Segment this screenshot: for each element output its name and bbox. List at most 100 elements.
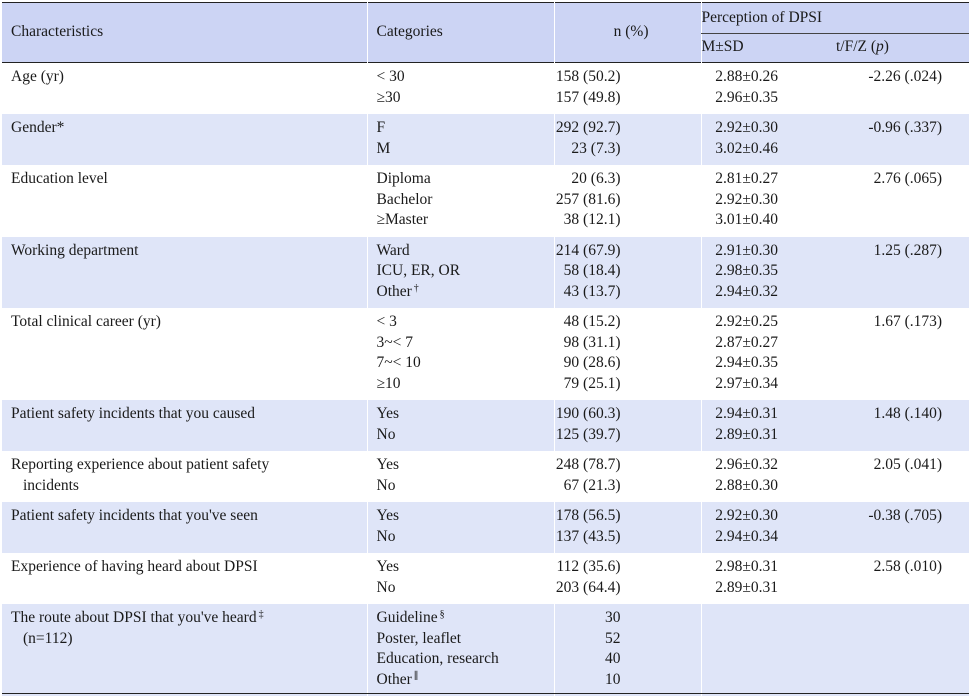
char-label: Age (yr) [11, 68, 64, 85]
n-value: 58 (18.4) [563, 262, 621, 279]
n-value: 98 (31.1) [563, 333, 621, 351]
n-value: 157 (49.8) [555, 88, 621, 106]
category: Bachelor [376, 190, 433, 208]
n-value: 48 (15.2) [563, 313, 621, 330]
msd-value: 2.89±0.31 [715, 425, 778, 443]
n-value: 137 (43.5) [555, 527, 621, 545]
col-header-characteristics: Characteristics [11, 23, 104, 41]
category: No [376, 578, 396, 596]
category: No [376, 425, 396, 443]
stat-value: 1.48 (.140) [873, 405, 943, 422]
msd-value: 2.88±0.30 [715, 476, 778, 494]
footnote-mark: ∥ [413, 670, 419, 682]
category: ICU, ER, OR [376, 262, 461, 279]
n-value: 40 [605, 650, 621, 667]
category: No [376, 527, 396, 545]
char-label-cont: (n=112) [23, 629, 73, 647]
msd-value: 2.94±0.35 [715, 354, 778, 371]
n-value: 67 (21.3) [563, 476, 621, 494]
msd-value: 2.94±0.31 [715, 405, 778, 422]
row-age: Age (yr) < 30 ≥30 158 (50.2) 157 (49.8) 2.… [2, 62, 969, 114]
footnote-mark: § [439, 609, 445, 620]
n-value: 79 (25.1) [563, 374, 621, 392]
msd-value: 2.92±0.30 [715, 190, 778, 208]
row-career: Total clinical career (yr) < 3 3~< 7 7~< 1… [2, 308, 969, 400]
category: < 30 [376, 68, 405, 85]
n-value: 248 (78.7) [555, 456, 621, 473]
msd-value: 2.88±0.26 [715, 68, 778, 85]
n-value: 43 (13.7) [563, 282, 621, 300]
msd-value: 2.98±0.31 [715, 558, 778, 575]
category: No [376, 476, 396, 494]
n-value: 52 [605, 629, 621, 647]
table-bottom-rule [2, 693, 969, 694]
footnote-mark: † [413, 282, 419, 294]
msd-value: 2.96±0.32 [715, 456, 778, 473]
col-header-perception: Perception of DPSI [700, 2, 970, 34]
char-label: Patient safety incidents that you caused [11, 405, 256, 422]
n-value: 203 (64.4) [555, 578, 621, 596]
row-route: The route about DPSI that you've heard ‡ (… [2, 604, 970, 696]
n-value: 178 (56.5) [555, 507, 621, 524]
char-label: Education level [11, 170, 108, 187]
msd-value: 2.97±0.34 [715, 374, 778, 392]
char-label: Patient safety incidents that you've see… [11, 507, 258, 524]
stat-value: -0.38 (.705) [868, 507, 943, 524]
stat-value: 2.05 (.041) [873, 456, 943, 473]
category: Diploma [376, 170, 431, 187]
category: Yes [376, 405, 400, 422]
category: ≥30 [376, 88, 401, 106]
category: Other † [376, 282, 419, 300]
msd-value: 2.94±0.34 [715, 527, 778, 545]
char-label: The route about DPSI that you've heard ‡ [11, 609, 264, 626]
stat-value: 2.58 (.010) [873, 558, 943, 575]
col-header-n: n (%) [553, 2, 701, 63]
category: ≥10 [376, 374, 401, 392]
n-value: 90 (28.6) [563, 354, 621, 371]
msd-value: 2.94±0.32 [715, 282, 778, 300]
footnote-mark: ‡ [258, 609, 264, 620]
col-header-stat: t/F/Z (p) [836, 37, 889, 55]
char-label: Working department [11, 241, 139, 259]
row-caused: Patient safety incidents that you caused… [2, 400, 970, 451]
col-header-categories: Categories [366, 2, 554, 63]
n-value: 112 (35.6) [556, 558, 621, 575]
char-label: Gender* [11, 119, 65, 136]
char-label-cont: incidents [23, 476, 79, 494]
msd-value: 2.98±0.35 [715, 262, 778, 279]
msd-value: 2.89±0.31 [715, 578, 778, 596]
char-label: Reporting experience about patient safet… [11, 456, 270, 473]
category: Yes [376, 456, 400, 473]
n-value: 257 (81.6) [555, 190, 621, 208]
stat-value: 1.67 (.173) [873, 313, 943, 330]
char-label: Experience of having heard about DPSI [11, 558, 258, 575]
row-education: Education level Diploma Bachelor ≥Master 2… [2, 165, 969, 237]
stat-value: -2.26 (.024) [868, 68, 943, 85]
category: Ward [376, 241, 410, 259]
msd-value: 2.92±0.30 [715, 507, 778, 524]
msd-value: 2.92±0.25 [715, 313, 778, 330]
category: ≥Master [376, 211, 429, 228]
n-value: 38 (12.1) [563, 211, 621, 228]
msd-value: 2.81±0.27 [715, 170, 778, 187]
row-reporting: Reporting experience about patient safet… [2, 451, 969, 502]
col-header-msd: M±SD [700, 33, 836, 63]
stat-value: 1.25 (.287) [873, 241, 943, 259]
msd-value: 2.96±0.35 [715, 88, 778, 106]
header-row-1: Characteristics Categories n (%) Percept… [2, 2, 970, 63]
n-value: 125 (39.7) [555, 425, 621, 443]
stat-value: 2.76 (.065) [873, 170, 943, 187]
n-value: 214 (67.9) [555, 241, 621, 259]
row-seen: Patient safety incidents that you've see… [2, 502, 970, 553]
n-value: 20 (6.3) [571, 170, 621, 187]
category: Guideline § [376, 609, 445, 626]
category: Education, research [376, 650, 499, 667]
category: < 3 [376, 313, 397, 330]
category: 7~< 10 [376, 354, 421, 371]
stat-value: -0.96 (.337) [868, 119, 943, 136]
msd-value: 2.92±0.30 [715, 119, 778, 136]
n-value: 190 (60.3) [555, 405, 621, 422]
category: F [376, 119, 386, 136]
row-heard: Experience of having heard about DPSI Ye… [2, 553, 969, 604]
